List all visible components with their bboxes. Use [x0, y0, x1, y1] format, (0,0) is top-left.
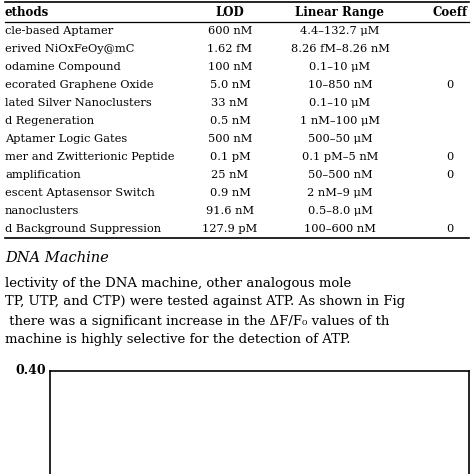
Text: 0.5 nM: 0.5 nM — [210, 116, 250, 126]
Text: 5.0 nM: 5.0 nM — [210, 80, 250, 90]
Text: lated Silver Nanoclusters: lated Silver Nanoclusters — [5, 98, 152, 108]
Text: 600 nM: 600 nM — [208, 26, 252, 36]
Text: 500–50 μM: 500–50 μM — [308, 134, 372, 144]
Text: nanoclusters: nanoclusters — [5, 206, 79, 216]
Text: DNA Machine: DNA Machine — [5, 251, 109, 265]
Text: 0: 0 — [447, 80, 454, 90]
Text: 0.9 nM: 0.9 nM — [210, 188, 250, 198]
Text: 0.5–8.0 μM: 0.5–8.0 μM — [308, 206, 373, 216]
Text: erived NiOxFeOy@mC: erived NiOxFeOy@mC — [5, 44, 134, 54]
Text: 0.1 pM: 0.1 pM — [210, 152, 250, 162]
Text: machine is highly selective for the detection of ATP.: machine is highly selective for the dete… — [5, 334, 350, 346]
Text: 0.1–10 μM: 0.1–10 μM — [310, 62, 371, 72]
Text: 10–850 nM: 10–850 nM — [308, 80, 372, 90]
Text: 0: 0 — [447, 170, 454, 180]
Text: 91.6 nM: 91.6 nM — [206, 206, 254, 216]
Text: TP, UTP, and CTP) were tested against ATP. As shown in Fig: TP, UTP, and CTP) were tested against AT… — [5, 295, 405, 309]
Text: 127.9 pM: 127.9 pM — [202, 224, 258, 234]
Text: Linear Range: Linear Range — [295, 6, 384, 18]
Text: d Background Suppression: d Background Suppression — [5, 224, 161, 234]
Text: LOD: LOD — [216, 6, 245, 18]
Text: 0.1 pM–5 nM: 0.1 pM–5 nM — [302, 152, 378, 162]
Text: d Regeneration: d Regeneration — [5, 116, 94, 126]
Text: 50–500 nM: 50–500 nM — [308, 170, 372, 180]
Text: Aptamer Logic Gates: Aptamer Logic Gates — [5, 134, 127, 144]
Text: amplification: amplification — [5, 170, 81, 180]
Text: ecorated Graphene Oxide: ecorated Graphene Oxide — [5, 80, 154, 90]
Text: 25 nM: 25 nM — [211, 170, 248, 180]
Text: lectivity of the DNA machine, other analogous mole: lectivity of the DNA machine, other anal… — [5, 276, 351, 290]
Text: ethods: ethods — [5, 6, 49, 18]
Text: mer and Zwitterionic Peptide: mer and Zwitterionic Peptide — [5, 152, 174, 162]
Text: 0.1–10 μM: 0.1–10 μM — [310, 98, 371, 108]
Text: Coeff: Coeff — [432, 6, 467, 18]
Text: 500 nM: 500 nM — [208, 134, 252, 144]
Text: 0: 0 — [447, 224, 454, 234]
Text: 1 nM–100 μM: 1 nM–100 μM — [300, 116, 380, 126]
Text: 1.62 fM: 1.62 fM — [208, 44, 253, 54]
Text: 8.26 fM–8.26 nM: 8.26 fM–8.26 nM — [291, 44, 390, 54]
Text: 0.40: 0.40 — [15, 365, 46, 377]
Text: 2 nM–9 μM: 2 nM–9 μM — [307, 188, 373, 198]
Text: escent Aptasensor Switch: escent Aptasensor Switch — [5, 188, 155, 198]
Text: 0: 0 — [447, 152, 454, 162]
Text: cle-based Aptamer: cle-based Aptamer — [5, 26, 113, 36]
Text: 33 nM: 33 nM — [211, 98, 248, 108]
Text: 4.4–132.7 μM: 4.4–132.7 μM — [301, 26, 380, 36]
Text: 100 nM: 100 nM — [208, 62, 252, 72]
Text: 100–600 nM: 100–600 nM — [304, 224, 376, 234]
Text: there was a significant increase in the ΔF/F₀ values of th: there was a significant increase in the … — [5, 315, 389, 328]
Text: odamine Compound: odamine Compound — [5, 62, 121, 72]
